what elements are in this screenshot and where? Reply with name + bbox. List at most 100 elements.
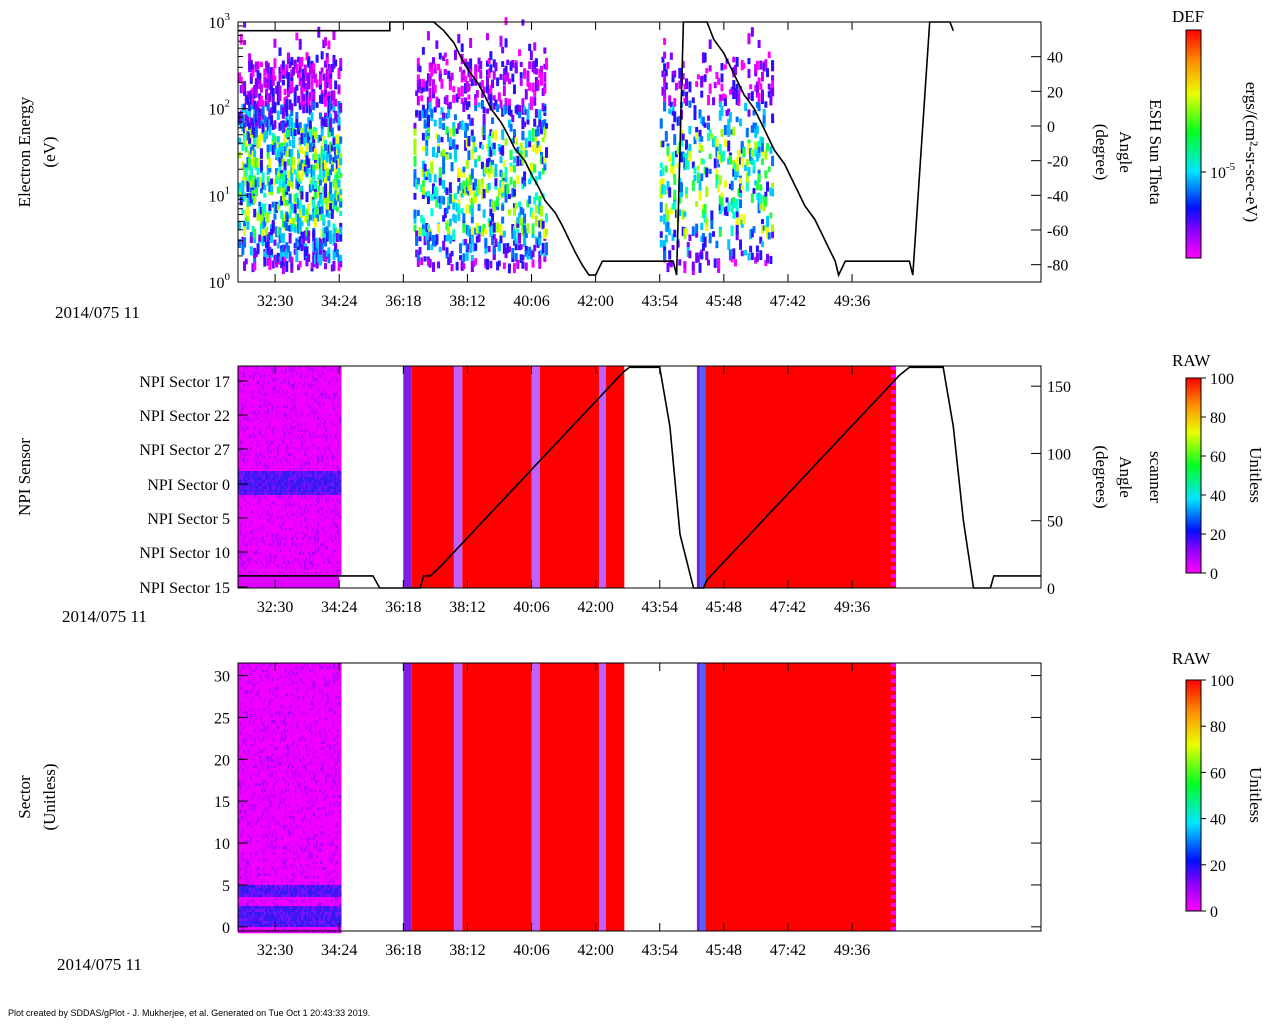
raw-pixel xyxy=(273,483,276,487)
def-pixel xyxy=(324,177,328,187)
raw-pixel xyxy=(247,450,250,454)
raw-pixel xyxy=(247,444,250,448)
def-pixel xyxy=(754,256,758,264)
raw-pixel xyxy=(260,531,264,535)
def-pixel xyxy=(238,188,241,198)
def-pixel xyxy=(246,116,250,127)
raw-pixel xyxy=(267,561,270,565)
raw-pixel xyxy=(275,399,279,403)
raw-pixel xyxy=(240,390,243,394)
raw-pixel xyxy=(267,543,270,547)
raw-pixel xyxy=(267,513,270,517)
def-pixel xyxy=(264,100,268,107)
raw-pixel xyxy=(256,465,260,469)
def-pixel xyxy=(485,183,489,193)
raw-pixel xyxy=(259,402,262,406)
raw-pixel xyxy=(281,369,284,373)
raw-pixel xyxy=(244,438,248,442)
def-pixel xyxy=(666,262,670,273)
raw-pixel xyxy=(254,390,257,394)
def-pixel xyxy=(320,205,324,214)
raw-pixel xyxy=(238,462,241,466)
raw-pixel xyxy=(244,414,248,418)
raw-pixel xyxy=(254,567,257,571)
raw-pixel xyxy=(240,534,243,538)
raw-pixel xyxy=(267,549,270,553)
raw-pixel xyxy=(259,570,262,574)
raw-pixel xyxy=(278,474,281,478)
raw-pixel xyxy=(243,462,246,466)
def-pixel xyxy=(313,218,317,228)
def-pixel xyxy=(239,76,243,83)
raw-pixel xyxy=(283,486,287,490)
raw-pixel xyxy=(243,501,246,505)
raw-pixel xyxy=(256,522,260,526)
def-pixel xyxy=(516,216,520,224)
raw-pixel xyxy=(238,540,241,544)
raw-pixel xyxy=(246,549,249,553)
def-pixel xyxy=(325,232,329,242)
def-pixel xyxy=(534,143,538,155)
def-pixel xyxy=(421,220,425,231)
def-pixel xyxy=(512,84,516,95)
raw-pixel xyxy=(279,474,283,478)
raw-pixel xyxy=(252,429,256,433)
raw-pixel xyxy=(259,540,262,544)
raw-pixel xyxy=(267,567,270,571)
def-pixel xyxy=(258,135,262,146)
def-pixel xyxy=(251,97,255,106)
def-pixel xyxy=(514,62,518,74)
def-pixel xyxy=(421,186,425,195)
raw-pixel xyxy=(267,447,270,451)
def-pixel xyxy=(664,165,668,173)
def-pixel xyxy=(501,46,505,54)
def-pixel xyxy=(698,109,702,119)
def-pixel xyxy=(432,262,436,272)
def-pixel xyxy=(325,207,329,217)
raw-pixel xyxy=(263,480,266,484)
raw-pixel xyxy=(246,567,249,571)
raw-pixel xyxy=(254,561,257,565)
raw-pixel xyxy=(260,546,264,550)
raw-pixel xyxy=(281,414,284,418)
raw-pixel xyxy=(263,450,266,454)
raw-pixel xyxy=(244,474,248,478)
raw-pixel xyxy=(254,405,257,409)
raw-pixel xyxy=(247,567,250,571)
raw-pixel xyxy=(275,519,279,523)
raw-pixel xyxy=(255,435,258,439)
raw-pixel xyxy=(269,435,272,439)
raw-pixel xyxy=(256,453,260,457)
def-pixel xyxy=(533,97,537,106)
raw-pixel xyxy=(250,522,253,526)
def-pixel xyxy=(297,70,301,78)
def-pixel xyxy=(485,69,489,76)
raw-pixel xyxy=(252,480,256,484)
raw-pixel xyxy=(242,393,245,397)
def-pixel xyxy=(470,78,474,87)
def-pixel xyxy=(467,94,471,100)
raw-pixel xyxy=(269,411,272,415)
def-pixel xyxy=(315,162,319,170)
raw-pixel xyxy=(242,471,245,475)
raw-pixel xyxy=(270,525,273,529)
def-pixel xyxy=(477,57,481,65)
raw-pixel xyxy=(247,531,250,535)
def-pixel xyxy=(324,79,328,90)
raw-pixel xyxy=(275,441,279,445)
def-pixel xyxy=(334,156,338,164)
raw-pixel xyxy=(246,429,249,433)
raw-pixel xyxy=(247,402,250,406)
raw-pixel xyxy=(252,534,256,538)
raw-pixel xyxy=(239,435,242,439)
raw-pixel xyxy=(283,507,287,511)
def-pixel xyxy=(334,59,338,67)
raw-pixel xyxy=(256,507,260,511)
def-pixel xyxy=(518,201,522,207)
def-pixel xyxy=(335,134,339,145)
raw-pixel xyxy=(279,381,283,385)
def-pixel xyxy=(512,230,516,240)
raw-pixel xyxy=(277,432,280,436)
def-pixel xyxy=(759,184,763,191)
raw-pixel xyxy=(252,471,256,475)
